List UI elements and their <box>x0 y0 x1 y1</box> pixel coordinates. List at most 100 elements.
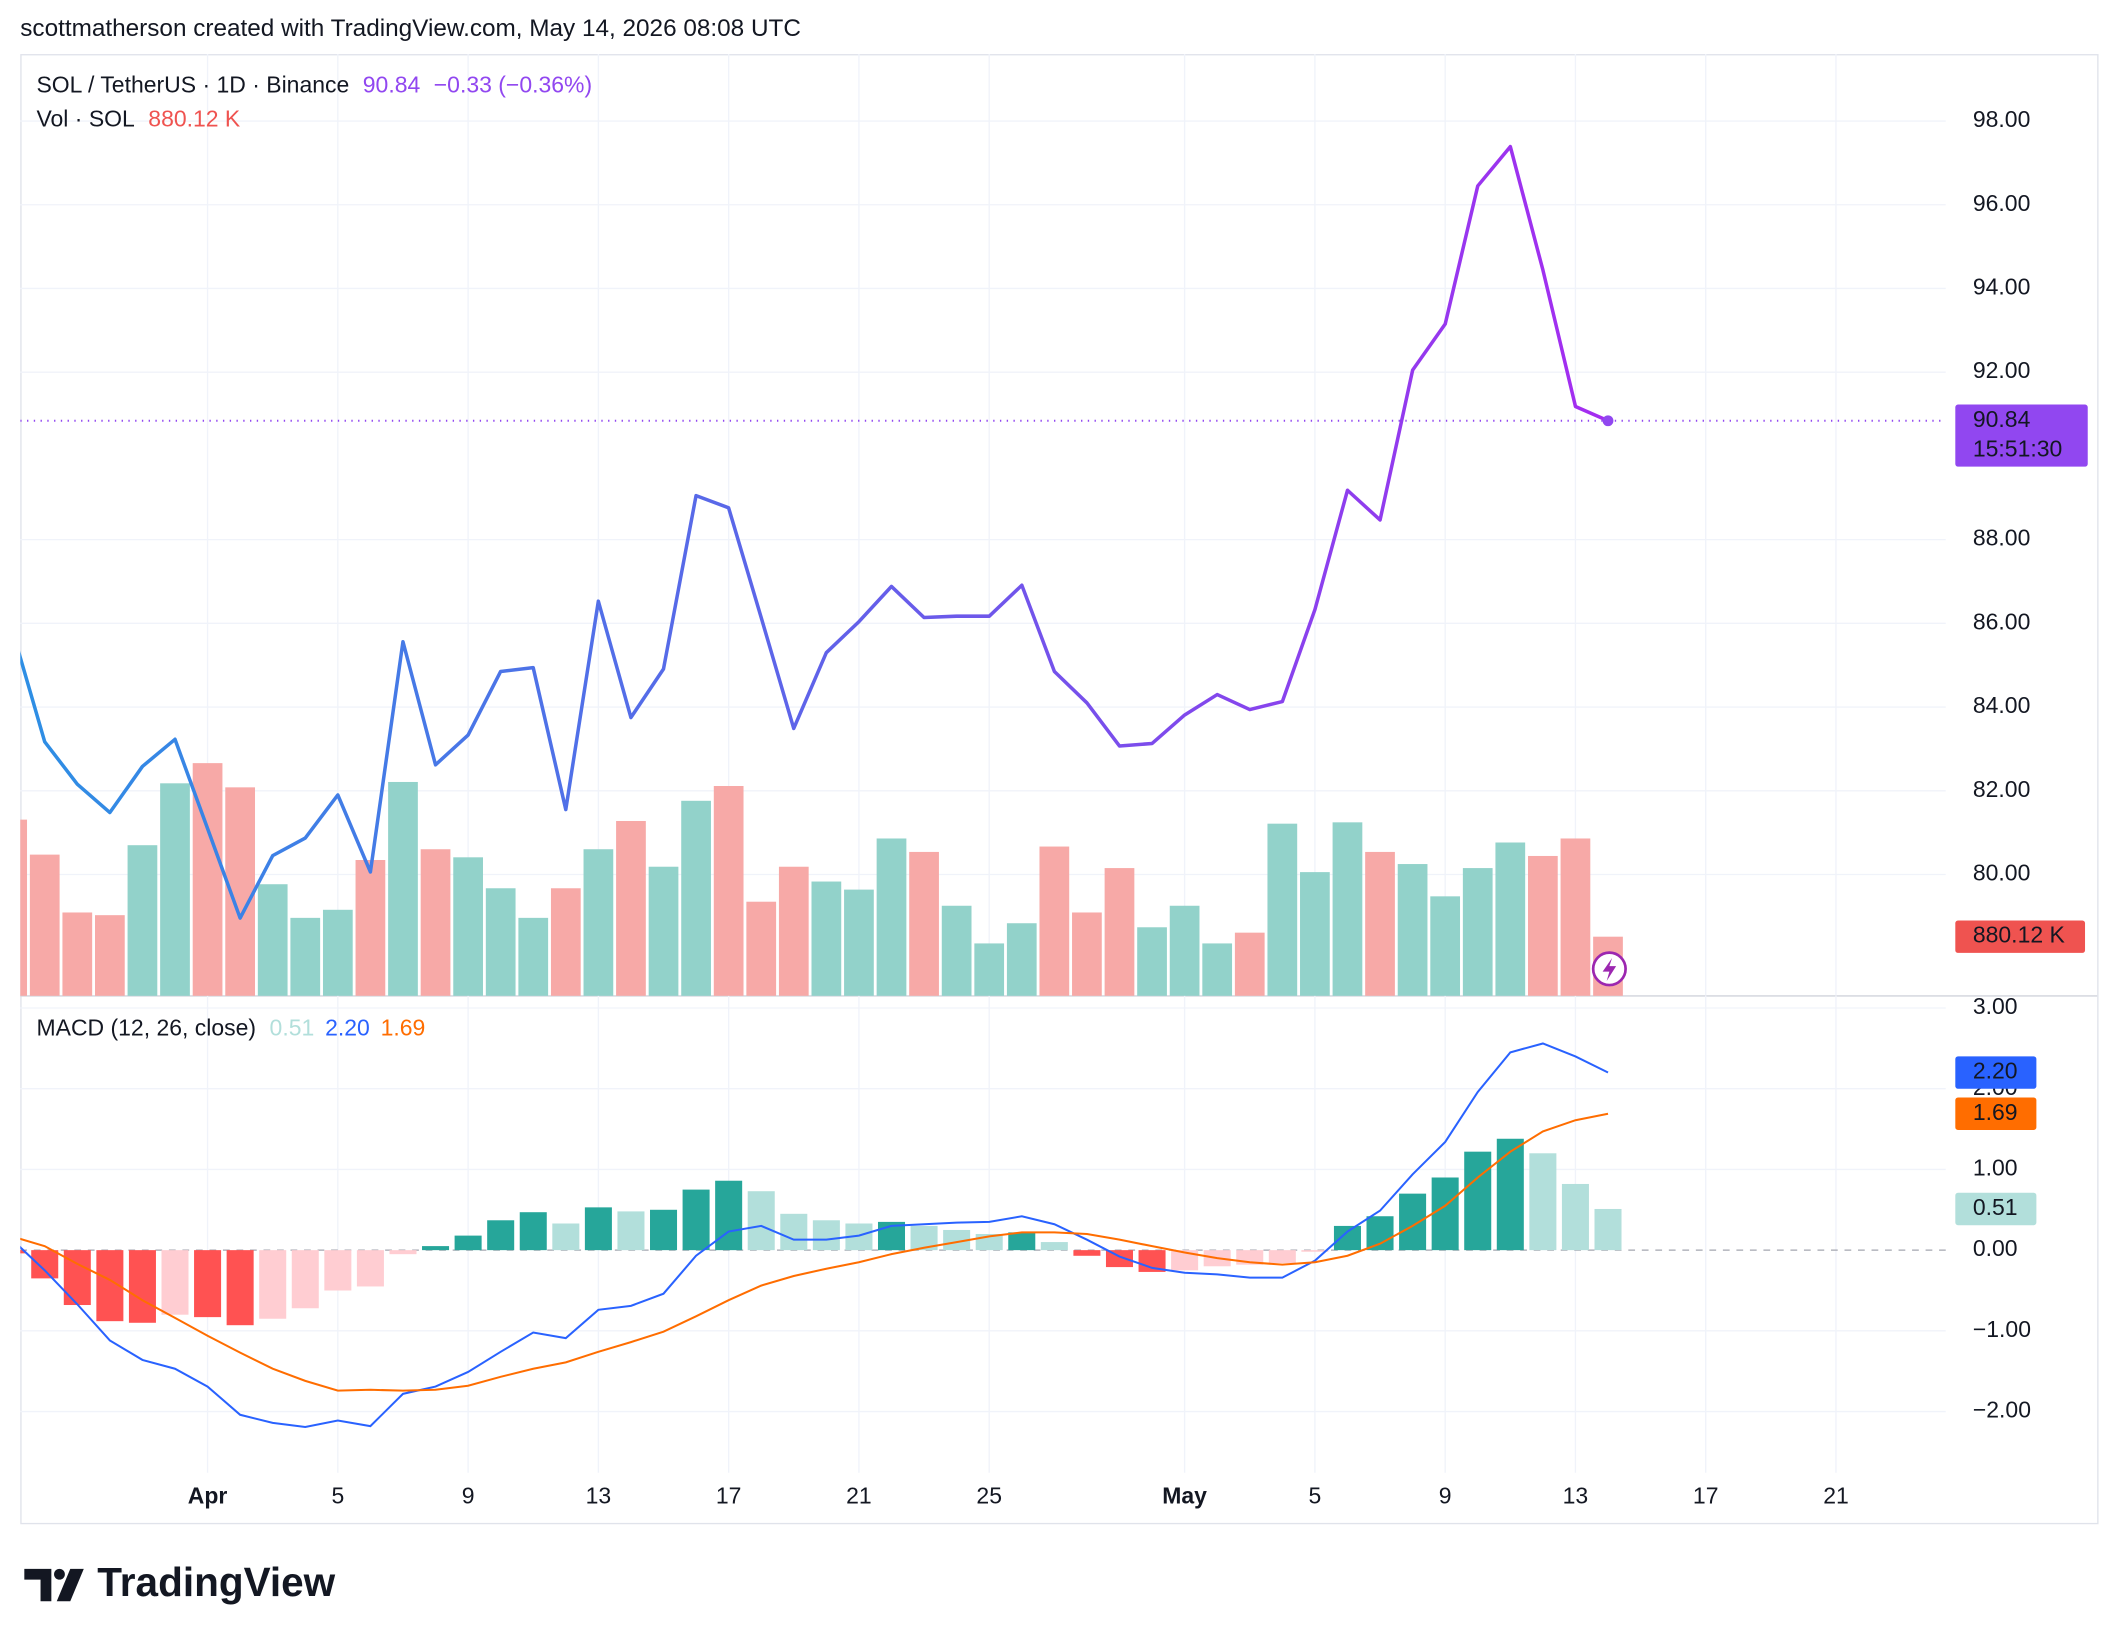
histogram-bar <box>812 1220 840 1251</box>
histogram-bar <box>1105 1250 1133 1268</box>
histogram-bar <box>1040 1242 1068 1251</box>
y-tick-label: 92.00 <box>1973 357 2030 383</box>
price-tag <box>1955 404 2088 467</box>
histogram-bar <box>1333 1225 1361 1251</box>
histogram-bar <box>747 1191 775 1251</box>
value-tag <box>1955 1097 2037 1130</box>
macd-line <box>20 1112 1609 1392</box>
y-tick-label: 82.00 <box>1973 776 2030 802</box>
volume-bar <box>1202 943 1233 996</box>
histogram-bar <box>1073 1250 1101 1256</box>
y-tick-label: 98.00 <box>1973 106 2030 132</box>
volume-bar <box>1072 912 1102 996</box>
volume-bar <box>322 909 353 996</box>
histogram-bar <box>31 1250 59 1279</box>
macd-pane <box>20 995 1946 1473</box>
y-tick-label: 1.00 <box>1973 1154 2018 1180</box>
value-tag-label: 2.20 <box>1973 1058 2018 1084</box>
volume-bar <box>1528 855 1558 996</box>
volume-bar <box>811 881 842 996</box>
y-tick-label: 94.00 <box>1973 274 2030 300</box>
histogram-bar <box>1301 1250 1329 1252</box>
y-tick-label: 0.00 <box>1973 1235 2018 1261</box>
volume-bar <box>62 912 93 996</box>
macd-legend: MACD (12, 26, close) 0.51 2.20 1.69 <box>36 1015 425 1041</box>
legend-volume-name: Vol · SOL <box>36 105 135 131</box>
legend-change: −0.33 (−0.36%) <box>434 72 592 98</box>
histogram-bar <box>1008 1232 1036 1251</box>
histogram-bar <box>584 1207 612 1251</box>
volume-bar <box>648 866 679 996</box>
volume-bar <box>485 888 516 996</box>
legend-macd: 2.20 <box>325 1015 370 1041</box>
histogram-bar <box>487 1220 515 1251</box>
volume-bar <box>1397 864 1428 996</box>
x-tick-label: 17 <box>716 1482 742 1508</box>
histogram-bar <box>519 1212 547 1251</box>
y-tick-label: −2.00 <box>1973 1397 2031 1423</box>
volume-bar <box>941 905 972 996</box>
volume-bar <box>290 917 321 996</box>
legend-symbol: SOL / TetherUS · 1D · Binance <box>36 72 349 98</box>
y-tick-label: 3.00 <box>1973 993 2018 1019</box>
volume-bar <box>746 901 777 996</box>
legend-signal: 1.69 <box>381 1015 426 1041</box>
histogram-bar <box>291 1250 319 1309</box>
legend-histogram: 0.51 <box>270 1015 315 1041</box>
volume-bar <box>583 849 614 996</box>
volume-bar <box>355 860 386 996</box>
y-tick-label: 96.00 <box>1973 190 2030 216</box>
volume-bar <box>160 783 190 996</box>
value-tag-label: 1.69 <box>1973 1099 2018 1125</box>
histogram-bar <box>682 1189 710 1251</box>
histogram-bar <box>226 1250 254 1326</box>
volume-bar <box>909 851 939 996</box>
x-tick-label: 9 <box>462 1482 475 1508</box>
price-line <box>20 144 1609 920</box>
volume-bar <box>876 838 907 996</box>
histogram-bar <box>1561 1183 1589 1251</box>
last-price-dot <box>1602 415 1614 427</box>
x-tick-label: 17 <box>1693 1482 1719 1508</box>
macd-line <box>20 1042 1609 1428</box>
histogram-bar <box>1496 1138 1524 1251</box>
volume-bar <box>1560 838 1591 996</box>
volume-tag <box>1955 920 2086 953</box>
histogram-bar <box>1431 1177 1459 1251</box>
x-tick-label: 21 <box>846 1482 872 1508</box>
histogram-bar <box>650 1209 678 1251</box>
legend-price: 90.84 <box>363 72 421 98</box>
histogram-bar <box>1529 1153 1557 1251</box>
axes: Apr 5 9 13 17 21 25 May 5 9 13 17 21 98.00 96.00 94.00 9… <box>188 106 2088 1508</box>
volume-bar <box>453 857 483 996</box>
price-legend: SOL / TetherUS · 1D · Binance 90.84 −0.33 … <box>36 72 592 98</box>
histogram-bar <box>1366 1216 1394 1251</box>
volume-bar <box>95 915 125 996</box>
volume-bar <box>1169 905 1200 996</box>
y-tick-label: 84.00 <box>1973 692 2030 718</box>
replay-icon <box>1591 951 1627 987</box>
value-tag <box>1955 1192 2037 1226</box>
volume-bar <box>1332 822 1363 996</box>
volume-bar <box>1462 868 1493 996</box>
y-tick-label: 88.00 <box>1973 525 2030 551</box>
histogram-bar <box>356 1250 384 1287</box>
volume-bar <box>1104 868 1135 996</box>
price-pane <box>20 54 1946 996</box>
volume-bar <box>1495 842 1526 996</box>
volume-bar <box>420 849 451 996</box>
histogram-bar <box>259 1250 287 1319</box>
volume-bar <box>550 888 581 996</box>
volume-bar <box>29 854 60 996</box>
volume-legend: Vol · SOL 880.12 K <box>36 105 240 131</box>
histogram-bar <box>1268 1250 1296 1264</box>
y-tick-label: −1.00 <box>1973 1316 2031 1342</box>
value-tag <box>1955 1056 2037 1089</box>
histogram-bar <box>943 1229 971 1251</box>
histogram-bar <box>454 1235 482 1251</box>
histogram-bar <box>1594 1208 1622 1251</box>
histogram-bar <box>780 1213 808 1251</box>
legend-volume-value: 880.12 K <box>148 105 241 131</box>
